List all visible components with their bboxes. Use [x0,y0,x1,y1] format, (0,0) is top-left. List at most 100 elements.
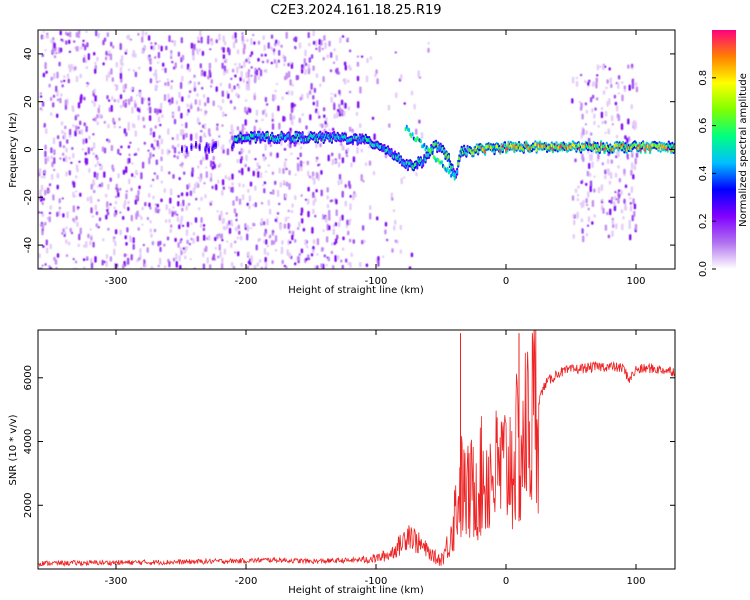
noise-pixel [252,222,255,227]
noise-pixel [55,85,58,92]
noise-pixel [359,123,362,129]
noise-pixel [44,189,47,196]
noise-pixel [93,189,96,194]
noise-pixel [572,214,575,218]
noise-pixel [220,263,224,269]
noise-pixel [287,90,290,96]
noise-pixel [585,233,589,237]
noise-pixel [262,35,265,41]
noise-pixel [366,58,369,64]
noise-pixel [608,67,611,71]
noise-pixel [581,113,584,120]
noise-pixel [333,113,336,119]
noise-pixel [202,224,206,227]
noise-pixel [131,107,134,114]
noise-pixel [181,96,184,102]
noise-pixel [68,31,72,38]
noise-pixel [42,72,46,78]
noise-pixel [232,266,236,269]
noise-pixel [65,171,68,177]
noise-pixel [321,47,324,51]
noise-pixel [65,147,68,153]
noise-pixel [290,102,294,108]
noise-pixel [589,180,593,188]
noise-pixel [194,217,198,223]
noise-pixel [189,104,193,110]
noise-pixel [296,227,300,230]
noise-pixel [203,234,206,241]
noise-pixel [221,190,224,196]
noise-pixel [628,219,631,224]
noise-pixel [220,146,224,150]
noise-pixel [201,86,204,90]
noise-pixel [618,178,622,183]
noise-pixel [215,184,218,191]
noise-pixel [281,96,284,100]
noise-pixel [307,211,310,218]
colorbar-tick-label: 0.8 [698,70,709,86]
signal-pixel [190,145,193,150]
colorbar-ticks: 0.00.20.40.60.8 [698,70,716,277]
noise-pixel [123,253,127,258]
noise-pixel [236,49,240,55]
noise-pixel [186,103,189,108]
noise-pixel [604,224,608,231]
noise-pixel [149,132,153,136]
noise-pixel [83,122,86,127]
noise-pixel [78,160,81,163]
noise-pixel [212,161,215,165]
noise-pixel [340,143,343,146]
noise-pixel [109,256,113,262]
noise-pixel [114,229,118,235]
noise-pixel [348,238,352,243]
noise-pixel [94,68,97,74]
noise-pixel [97,36,100,39]
noise-pixel [134,103,137,108]
noise-pixel [415,172,418,177]
noise-pixel [233,85,236,90]
noise-pixel [610,199,613,204]
noise-pixel [56,211,59,217]
noise-pixel [221,239,224,242]
noise-pixel [190,102,193,105]
noise-pixel [249,54,252,57]
noise-pixel [56,71,59,79]
noise-pixel [197,40,200,43]
noise-pixel [130,187,133,192]
noise-pixel [288,170,291,176]
signal-pixel [452,173,455,177]
noise-pixel [332,265,335,269]
noise-pixel [200,217,203,223]
noise-pixel [323,114,326,118]
noise-pixel [90,207,93,214]
noise-pixel [263,240,266,244]
noise-pixel [226,68,229,74]
noise-pixel [107,53,110,57]
noise-pixel [157,116,161,123]
noise-pixel [169,228,172,233]
spectrogram-noise [38,30,639,269]
signal-pixel [449,168,452,173]
signal-pixel [440,160,443,165]
noise-pixel [348,126,352,132]
noise-pixel [90,147,93,151]
noise-pixel [114,200,118,205]
noise-pixel [221,62,224,69]
noise-pixel [621,81,624,84]
noise-pixel [171,113,175,116]
noise-pixel [219,251,222,258]
noise-pixel [157,264,160,268]
noise-pixel [305,125,308,130]
noise-pixel [183,171,186,175]
noise-pixel [72,153,75,159]
noise-pixel [301,64,304,69]
noise-pixel [301,218,304,224]
noise-pixel [593,113,596,119]
noise-pixel [276,212,280,215]
noise-pixel [220,210,223,218]
noise-pixel [66,211,69,219]
noise-pixel [623,85,626,90]
noise-pixel [276,152,279,158]
noise-pixel [631,151,635,154]
